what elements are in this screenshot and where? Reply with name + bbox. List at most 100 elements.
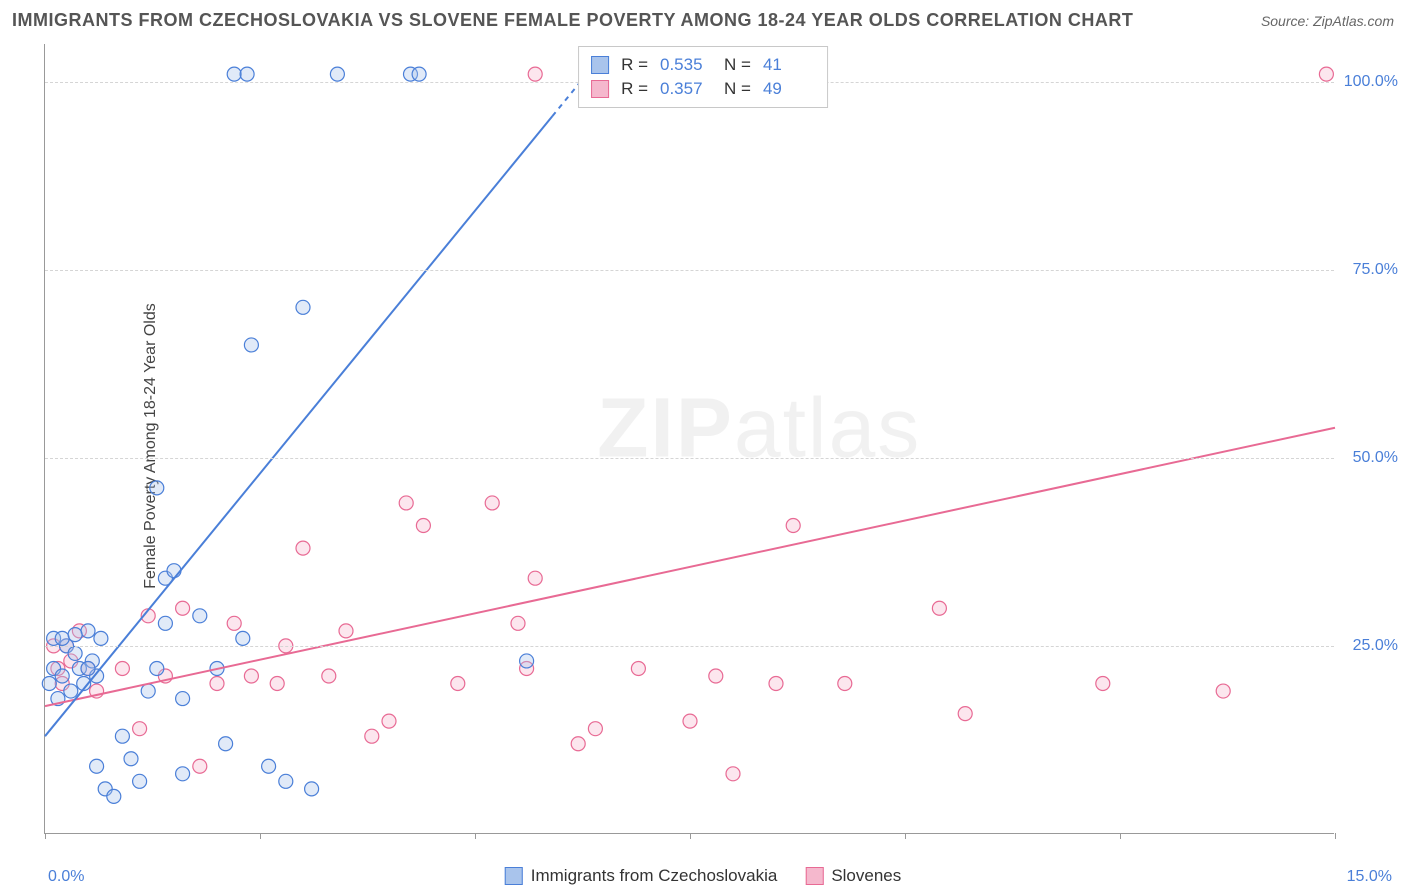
data-point bbox=[68, 646, 82, 660]
data-point bbox=[133, 774, 147, 788]
data-point bbox=[55, 631, 69, 645]
data-point bbox=[90, 759, 104, 773]
data-point bbox=[240, 67, 254, 81]
data-point bbox=[1216, 684, 1230, 698]
data-point bbox=[786, 519, 800, 533]
data-point bbox=[416, 519, 430, 533]
data-point bbox=[141, 684, 155, 698]
data-point bbox=[296, 300, 310, 314]
data-point bbox=[838, 677, 852, 691]
legend-item-czech: Immigrants from Czechoslovakia bbox=[505, 866, 778, 886]
data-point bbox=[709, 669, 723, 683]
trend-line bbox=[45, 116, 552, 736]
swatch-slovene bbox=[591, 80, 609, 98]
data-point bbox=[64, 684, 78, 698]
data-point bbox=[1096, 677, 1110, 691]
data-point bbox=[81, 661, 95, 675]
chart-title: IMMIGRANTS FROM CZECHOSLOVAKIA VS SLOVEN… bbox=[12, 10, 1133, 31]
data-point bbox=[158, 616, 172, 630]
legend-label-czech: Immigrants from Czechoslovakia bbox=[531, 866, 778, 886]
swatch-czech-bottom bbox=[505, 867, 523, 885]
data-point bbox=[511, 616, 525, 630]
x-tick-mark bbox=[1335, 833, 1336, 839]
data-point bbox=[1319, 67, 1333, 81]
data-point bbox=[227, 616, 241, 630]
data-point bbox=[262, 759, 276, 773]
data-point bbox=[279, 774, 293, 788]
data-point bbox=[528, 571, 542, 585]
data-point bbox=[932, 601, 946, 615]
data-point bbox=[683, 714, 697, 728]
correlation-legend: R = 0.535 N = 41 R = 0.357 N = 49 bbox=[578, 46, 828, 108]
trend-line bbox=[45, 428, 1335, 706]
data-point bbox=[94, 631, 108, 645]
y-tick-label: 50.0% bbox=[1353, 449, 1398, 467]
data-point bbox=[81, 624, 95, 638]
gridline bbox=[45, 458, 1334, 459]
data-point bbox=[382, 714, 396, 728]
x-tick-mark bbox=[260, 833, 261, 839]
data-point bbox=[133, 722, 147, 736]
y-tick-label: 25.0% bbox=[1353, 637, 1398, 655]
data-point bbox=[305, 782, 319, 796]
data-point bbox=[769, 677, 783, 691]
data-point bbox=[571, 737, 585, 751]
data-point bbox=[339, 624, 353, 638]
data-point bbox=[399, 496, 413, 510]
n-value-slovene: 49 bbox=[763, 79, 815, 99]
gridline bbox=[45, 270, 1334, 271]
x-tick-mark bbox=[475, 833, 476, 839]
data-point bbox=[68, 628, 82, 642]
data-point bbox=[107, 789, 121, 803]
series-legend: Immigrants from Czechoslovakia Slovenes bbox=[505, 866, 902, 886]
scatter-svg bbox=[45, 44, 1334, 833]
data-point bbox=[42, 677, 56, 691]
n-value-czech: 41 bbox=[763, 55, 815, 75]
legend-row-czech: R = 0.535 N = 41 bbox=[591, 53, 815, 77]
swatch-czech bbox=[591, 56, 609, 74]
legend-item-slovene: Slovenes bbox=[805, 866, 901, 886]
legend-row-slovene: R = 0.357 N = 49 bbox=[591, 77, 815, 101]
x-tick-mark bbox=[45, 833, 46, 839]
data-point bbox=[330, 67, 344, 81]
data-point bbox=[726, 767, 740, 781]
data-point bbox=[150, 481, 164, 495]
data-point bbox=[322, 669, 336, 683]
data-point bbox=[167, 564, 181, 578]
data-point bbox=[412, 67, 426, 81]
data-point bbox=[176, 601, 190, 615]
data-point bbox=[244, 669, 258, 683]
x-tick-mark bbox=[1120, 833, 1121, 839]
gridline bbox=[45, 646, 1334, 647]
data-point bbox=[244, 338, 258, 352]
data-point bbox=[451, 677, 465, 691]
data-point bbox=[227, 67, 241, 81]
swatch-slovene-bottom bbox=[805, 867, 823, 885]
data-point bbox=[365, 729, 379, 743]
x-tick-label-max: 15.0% bbox=[1347, 868, 1392, 886]
legend-label-slovene: Slovenes bbox=[831, 866, 901, 886]
data-point bbox=[485, 496, 499, 510]
data-point bbox=[193, 609, 207, 623]
x-tick-label-min: 0.0% bbox=[48, 868, 84, 886]
data-point bbox=[236, 631, 250, 645]
y-tick-label: 100.0% bbox=[1344, 73, 1398, 91]
data-point bbox=[150, 661, 164, 675]
r-value-czech: 0.535 bbox=[660, 55, 712, 75]
data-point bbox=[528, 67, 542, 81]
r-value-slovene: 0.357 bbox=[660, 79, 712, 99]
data-point bbox=[219, 737, 233, 751]
data-point bbox=[270, 677, 284, 691]
data-point bbox=[176, 692, 190, 706]
data-point bbox=[193, 759, 207, 773]
data-point bbox=[520, 654, 534, 668]
data-point bbox=[210, 677, 224, 691]
data-point bbox=[958, 707, 972, 721]
y-tick-label: 75.0% bbox=[1353, 261, 1398, 279]
data-point bbox=[124, 752, 138, 766]
data-point bbox=[588, 722, 602, 736]
data-point bbox=[115, 729, 129, 743]
source-label: Source: ZipAtlas.com bbox=[1261, 13, 1394, 29]
data-point bbox=[176, 767, 190, 781]
x-tick-mark bbox=[905, 833, 906, 839]
